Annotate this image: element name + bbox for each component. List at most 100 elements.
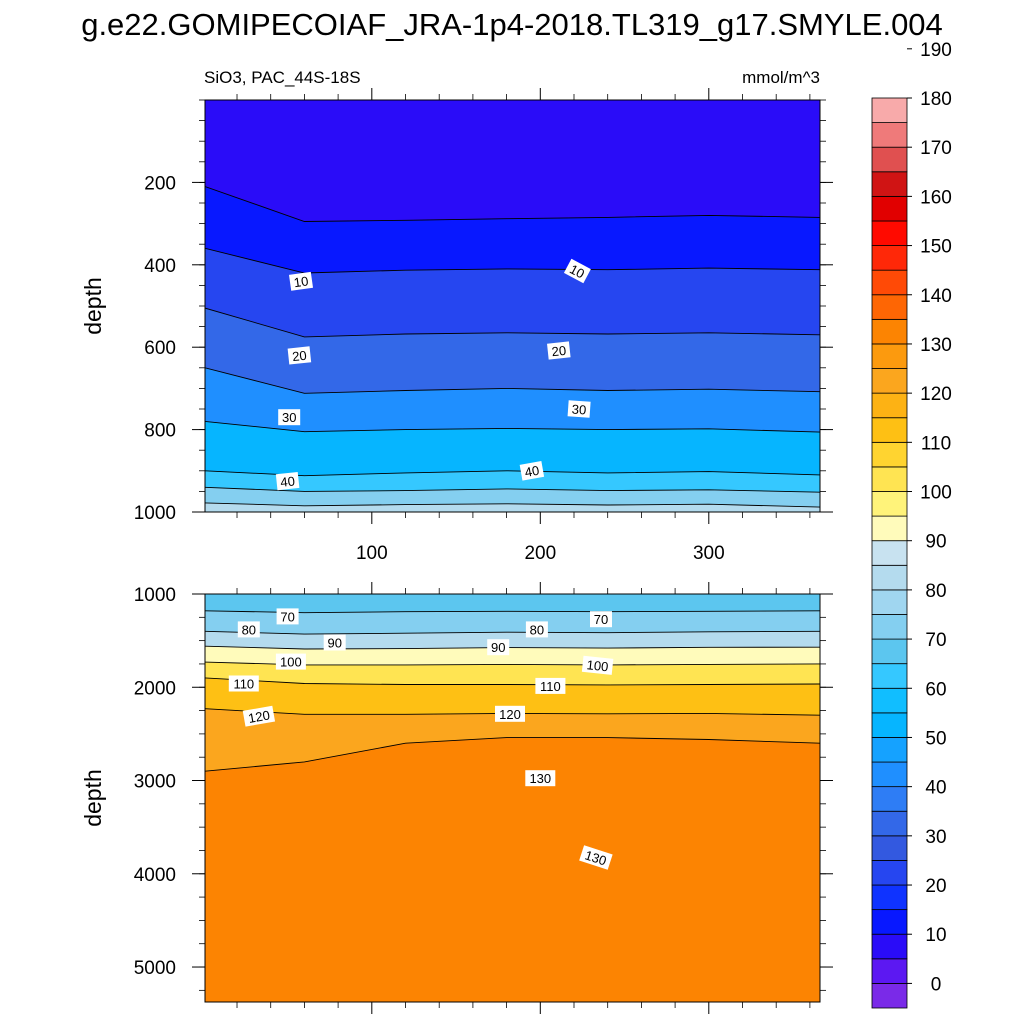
colorbar-tick-label: 30	[925, 827, 946, 848]
colorbar-tick-label: 60	[925, 679, 946, 700]
colorbar-tick-label: 130	[920, 335, 952, 356]
lower-contour-label: 70	[276, 608, 299, 625]
lower-y-tick-label: 4000	[134, 865, 176, 886]
lower-contour-label-box	[535, 677, 566, 694]
colorbar-tick-label: 50	[925, 728, 946, 749]
lower-contour-label: 130	[579, 845, 613, 870]
upper-contour-label-text: 10	[567, 261, 587, 281]
lower-y-tick-label: 3000	[134, 772, 176, 793]
lower-contour-label-text: 80	[242, 622, 256, 637]
upper-y-tick-label: 400	[144, 256, 176, 277]
colorbar-swatch	[871, 245, 908, 271]
lower-panel-fill	[205, 594, 820, 1002]
lower-contour-label: 130	[525, 770, 556, 787]
colorbar-swatch	[871, 220, 908, 246]
upper-contour-label-text: 40	[524, 463, 541, 480]
lower-contour-label-text: 110	[540, 679, 561, 694]
colorbar-swatch	[871, 540, 908, 566]
lower-y-tick-label: 2000	[134, 678, 176, 699]
colorbar-tick-label: 70	[925, 630, 946, 651]
colorbar-tick-label: 40	[925, 778, 946, 799]
upper-contour-label: 40	[519, 461, 545, 481]
panel-variable-region: SiO3, PAC_44S-18S	[204, 68, 361, 87]
colorbar-tick-label: 80	[925, 581, 946, 602]
lower-contour-label-text: 80	[530, 622, 544, 637]
upper-contour-label-box	[275, 471, 300, 491]
lower-contour-label: 110	[535, 677, 566, 694]
colorbar-swatch	[871, 761, 908, 788]
colorbar-swatch	[871, 417, 908, 443]
upper-contour-label: 10	[288, 271, 314, 291]
colorbar-swatch	[871, 466, 908, 492]
colorbar-swatch	[871, 294, 908, 320]
variable-region-separator: ,	[242, 68, 251, 87]
upper-contour-label: 40	[275, 471, 300, 491]
lower-contour-label: 80	[237, 621, 260, 638]
upper-y-tick-label: 600	[144, 338, 176, 359]
colorbar-swatch	[871, 392, 908, 419]
lower-contour-label: 70	[590, 611, 612, 628]
lower-contour-label: 90	[323, 634, 346, 651]
upper-contour-label-box	[287, 346, 312, 365]
lower-y-tick-label: 5000	[134, 958, 176, 979]
lower-contour-70	[205, 610, 820, 614]
colorbar-tick-label: 100	[920, 483, 952, 504]
colorbar-tick-label: 150	[920, 237, 952, 258]
upper-contour-50	[205, 420, 820, 433]
lower-contour-130	[205, 737, 820, 772]
lower-contour-label-box	[579, 845, 613, 870]
colorbar-tick-label: 0	[931, 974, 942, 995]
colorbar-swatch	[871, 860, 908, 886]
colorbar-tick-label: 140	[920, 286, 952, 307]
lower-contour-label-text: 120	[247, 707, 271, 726]
colorbar-swatch	[871, 614, 908, 640]
lower-contour-label-box	[275, 653, 306, 670]
lower-contour-label-box	[323, 634, 346, 651]
colorbar-tick-label: 90	[925, 532, 946, 553]
lower-contour-label-box	[276, 608, 299, 625]
upper-contour-70	[205, 486, 820, 493]
colorbar-swatch	[871, 835, 908, 861]
upper-y-tick-label: 800	[144, 421, 176, 442]
lower-contour-label: 100	[581, 655, 614, 675]
lower-contour-label-text: 70	[594, 612, 608, 627]
lower-contour-label: 110	[228, 675, 259, 692]
lower-contour-label-text: 90	[491, 640, 505, 655]
upper-contour-30	[205, 307, 820, 338]
colorbar-swatch	[871, 663, 908, 689]
upper-contour-label-text: 40	[280, 473, 296, 489]
lower-contour-label-text: 70	[280, 609, 294, 624]
lower-contour-label-box	[242, 705, 276, 727]
variable-name: SiO3	[204, 68, 242, 87]
colorbar: 0 10 20 30 40 50 60 70 80 90 100 110 120 130 140 150 160…	[871, 40, 952, 1009]
colorbar-tick-label: 120	[920, 384, 952, 405]
colorbar-tick-label: 110	[921, 433, 951, 454]
colorbar-swatch	[871, 195, 908, 222]
colorbar-swatch	[871, 786, 908, 812]
upper-contour-label-text: 20	[291, 348, 307, 364]
lower-panel-contour-labels: 70 70 80 80 90 90 100 100 110 110 120 120 130 130	[228, 608, 614, 870]
colorbar-swatch	[871, 909, 908, 935]
colorbar-swatch	[871, 269, 908, 296]
colorbar-swatch	[871, 884, 908, 911]
colorbar-swatch	[871, 343, 908, 369]
colorbar-swatch	[871, 97, 908, 123]
upper-contour-label-text: 30	[282, 410, 296, 425]
lower-contour-label-box	[525, 621, 548, 638]
colorbar-tick-label: 180	[920, 89, 952, 110]
colorbar-swatch	[871, 441, 908, 468]
lower-panel-ticks: 1000 2000 3000 4000 5000	[134, 582, 833, 1014]
region-name: PAC_44S-18S	[251, 68, 360, 87]
colorbar-swatch	[871, 712, 908, 738]
upper-contour-label: 20	[287, 346, 312, 365]
upper-y-tick-label: 1000	[134, 503, 176, 524]
lower-contour-label-text: 100	[586, 657, 609, 674]
colorbar-swatch	[871, 958, 908, 984]
upper-panel-contour-labels: 10 10 20 20 30 30 40 40	[275, 258, 591, 491]
lower-contour-label-box	[237, 621, 260, 638]
colorbar-swatch	[871, 638, 908, 665]
lower-contour-label-text: 100	[280, 655, 302, 670]
upper-contour-label-text: 10	[293, 273, 309, 290]
upper-contour-label-text: 30	[571, 402, 586, 418]
